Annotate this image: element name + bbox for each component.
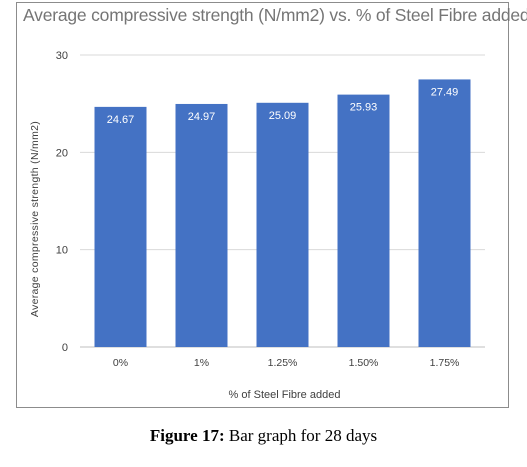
x-tick-label: 1.75% bbox=[430, 357, 460, 369]
x-tick-label: 0% bbox=[113, 357, 128, 369]
bar bbox=[418, 79, 471, 347]
data-label: 25.93 bbox=[350, 102, 378, 114]
y-tick-label: 30 bbox=[56, 50, 68, 62]
data-label: 24.97 bbox=[188, 111, 216, 123]
figure-caption-label: Figure 17: bbox=[149, 426, 225, 445]
data-label: 27.49 bbox=[431, 86, 459, 98]
bar-chart: 0 10 20 30 24.67 0% 24.97 1% 25.09 1.25% 25.93 1.50… bbox=[29, 50, 485, 401]
bar bbox=[256, 102, 309, 347]
y-axis-title: Average compressive strength (N/mm2) bbox=[29, 121, 41, 317]
y-tick-label: 10 bbox=[56, 245, 68, 257]
x-tick-label: 1% bbox=[194, 357, 209, 369]
bar bbox=[94, 106, 147, 348]
x-axis-title: % of Steel Fibre added bbox=[229, 389, 341, 401]
y-tick-label: 20 bbox=[56, 147, 68, 159]
x-tick-label: 1.50% bbox=[349, 357, 379, 369]
data-label: 25.09 bbox=[269, 110, 297, 122]
figure-caption: Figure 17: Bar graph for 28 days bbox=[0, 426, 527, 446]
bar bbox=[337, 94, 390, 347]
x-tick-label: 1.25% bbox=[268, 357, 298, 369]
figure-caption-text: Bar graph for 28 days bbox=[224, 426, 378, 445]
chart-title: Average compressive strength (N/mm2) vs.… bbox=[23, 5, 527, 25]
y-tick-label: 0 bbox=[62, 342, 68, 354]
bar bbox=[175, 103, 228, 347]
data-label: 24.67 bbox=[107, 114, 135, 126]
